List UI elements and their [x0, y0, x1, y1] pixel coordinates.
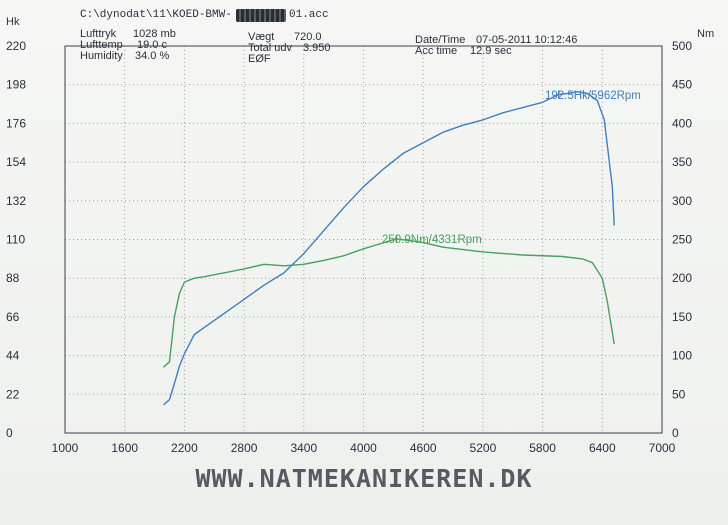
- right-tick-label: 150: [672, 310, 692, 324]
- file-suffix-text: 01.acc: [289, 9, 329, 21]
- left-tick-label: 0: [6, 426, 13, 440]
- lufttryk-label: Lufttryk: [80, 28, 117, 40]
- left-tick-label: 66: [6, 310, 20, 324]
- x-tick-label: 5200: [470, 441, 497, 455]
- x-tick-label: 6400: [589, 441, 616, 455]
- datetime-label: Date/Time: [415, 34, 466, 46]
- left-tick-label: 88: [6, 271, 20, 285]
- right-axis-unit: Nm: [697, 28, 715, 40]
- right-tick-label: 400: [672, 116, 692, 130]
- right-tick-label: 250: [672, 233, 692, 247]
- vaegt-value: 720.0: [294, 31, 322, 43]
- eof-label: EØF: [248, 53, 271, 65]
- left-tick-label: 220: [6, 39, 26, 53]
- redacted-block: [236, 9, 286, 22]
- left-tick-label: 22: [6, 387, 20, 401]
- right-tick-label: 300: [672, 194, 692, 208]
- right-tick-label: 500: [672, 39, 692, 53]
- lufttryk-value: 1028 mb: [133, 28, 176, 40]
- x-tick-label: 2200: [171, 441, 198, 455]
- lufttemp-label: Lufttemp: [80, 39, 123, 51]
- x-tick-label: 4000: [350, 441, 377, 455]
- left-tick-label: 198: [6, 78, 26, 92]
- x-tick-label: 5800: [529, 441, 556, 455]
- left-axis-unit: Hk: [6, 16, 20, 28]
- acc-time-value: 12.9 sec: [470, 45, 512, 57]
- datetime-value: 07-05-2011 10:12:46: [476, 34, 578, 46]
- right-tick-label: 50: [672, 387, 686, 401]
- acc-time-label: Acc time: [415, 45, 458, 57]
- total-udv-value: 3.950: [303, 42, 331, 54]
- power-peak-label: 192.5Hk/5962Rpm: [545, 90, 641, 102]
- right-tick-label: 350: [672, 155, 692, 169]
- humidity-label: Humidity: [80, 50, 123, 62]
- x-tick-label: 3400: [290, 441, 317, 455]
- lufttemp-value: 19.0 c: [137, 39, 167, 51]
- torque-peak-label: 250.9Nm/4331Rpm: [382, 234, 482, 246]
- torque-series-line: [163, 238, 615, 368]
- right-tick-label: 200: [672, 271, 692, 285]
- file-path-prefix: C:\dynodat\11\KOED-BMW-: [80, 9, 232, 21]
- file-path: C:\dynodat\11\KOED-BMW-: [80, 10, 232, 21]
- x-tick-label: 2800: [231, 441, 258, 455]
- website-footer: WWW.NATMEKANIKEREN.DK: [195, 464, 533, 493]
- x-tick-label: 4600: [410, 441, 437, 455]
- right-tick-label: 450: [672, 78, 692, 92]
- file-suffix: 01.acc: [289, 10, 329, 21]
- plot-frame: [64, 45, 663, 434]
- left-tick-label: 176: [6, 116, 26, 130]
- total-udv-label: Total udv: [248, 42, 293, 54]
- left-tick-label: 154: [6, 155, 26, 169]
- left-tick-label: 44: [6, 349, 20, 363]
- x-tick-label: 7000: [649, 441, 676, 455]
- power-series-line: [163, 91, 615, 406]
- x-tick-label: 1000: [52, 441, 79, 455]
- humidity-value: 34.0 %: [135, 50, 170, 62]
- right-tick-label: 100: [672, 349, 692, 363]
- x-tick-label: 1600: [111, 441, 138, 455]
- vaegt-label: Vægt: [248, 31, 275, 43]
- right-tick-label: 0: [672, 426, 679, 440]
- left-tick-label: 110: [6, 233, 25, 247]
- left-tick-label: 132: [6, 194, 26, 208]
